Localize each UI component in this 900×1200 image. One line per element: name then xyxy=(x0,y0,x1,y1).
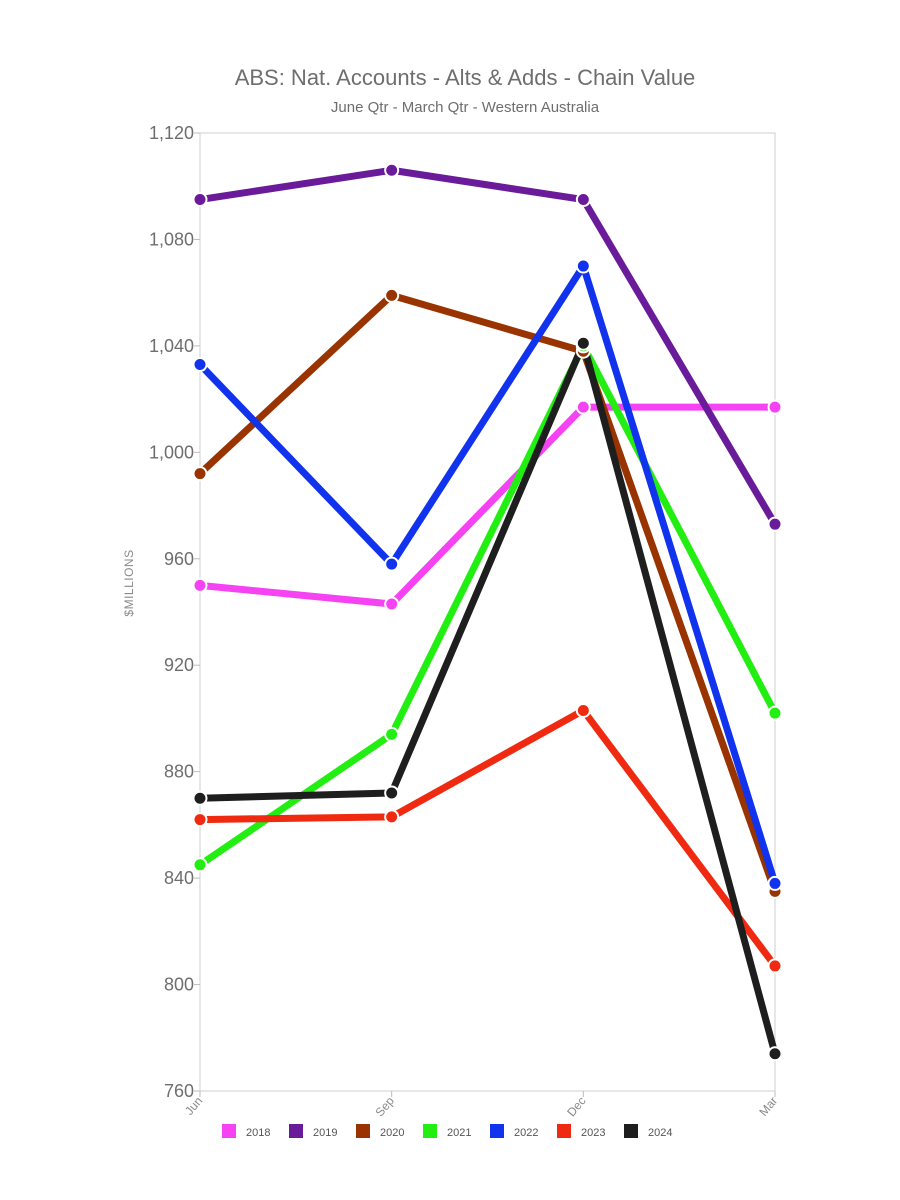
legend: 2018 2019 2020 2021 2022 2023 2024 xyxy=(222,1124,672,1139)
legend-item-2018[interactable]: 2018 xyxy=(222,1124,270,1139)
data-point-2023-Sep xyxy=(384,809,400,825)
data-point-2020-Jun xyxy=(192,466,208,482)
data-point-2024-Sep xyxy=(384,785,400,801)
data-point-2018-Jun xyxy=(192,577,208,593)
x-tick-label: Mar xyxy=(756,1094,780,1119)
series-lines xyxy=(196,166,779,1058)
data-point-2018-Mar xyxy=(767,399,783,415)
series-line-2021 xyxy=(196,342,779,869)
plot-area xyxy=(199,132,776,1092)
legend-label: 2018 xyxy=(246,1127,270,1139)
y-tick-label: 920 xyxy=(164,655,194,675)
x-tick-label: Sep xyxy=(373,1094,398,1120)
series-points xyxy=(192,162,783,1062)
data-point-2024-Mar xyxy=(767,1046,783,1062)
y-tick-label: 880 xyxy=(164,762,194,782)
legend-label: 2019 xyxy=(313,1127,337,1139)
series-line-2024 xyxy=(196,339,779,1058)
y-tick-label: 840 xyxy=(164,868,194,888)
y-axis-label: $MILLIONS xyxy=(122,549,136,616)
data-point-2020-Sep xyxy=(384,287,400,303)
legend-swatch xyxy=(222,1124,236,1138)
y-tick-label: 1,120 xyxy=(149,123,194,143)
legend-label: 2023 xyxy=(581,1127,605,1139)
data-point-2024-Dec xyxy=(575,335,591,351)
data-point-2022-Dec xyxy=(575,258,591,274)
series-line-2022 xyxy=(196,262,779,887)
y-tick-label: 800 xyxy=(164,975,194,995)
data-point-2022-Sep xyxy=(384,556,400,572)
series-line-2018 xyxy=(196,403,779,608)
data-point-2021-Jun xyxy=(192,857,208,873)
legend-label: 2024 xyxy=(648,1127,672,1139)
data-point-2019-Jun xyxy=(192,192,208,208)
data-point-2021-Sep xyxy=(384,726,400,742)
y-tick-label: 760 xyxy=(164,1081,194,1101)
series-line-2020 xyxy=(196,291,779,895)
y-axis: 760 800 840 880 920 960 1,000 1,040 1,080 1,120 xyxy=(149,123,200,1101)
data-point-2019-Mar xyxy=(767,516,783,532)
legend-item-2019[interactable]: 2019 xyxy=(289,1124,337,1139)
legend-item-2023[interactable]: 2023 xyxy=(557,1124,605,1139)
y-tick-label: 1,080 xyxy=(149,229,194,249)
legend-label: 2022 xyxy=(514,1127,538,1139)
legend-item-2024[interactable]: 2024 xyxy=(624,1124,672,1139)
data-point-2018-Sep xyxy=(384,596,400,612)
legend-item-2022[interactable]: 2022 xyxy=(490,1124,538,1139)
y-tick-label: 1,040 xyxy=(149,336,194,356)
legend-label: 2020 xyxy=(380,1127,404,1139)
data-point-2023-Jun xyxy=(192,812,208,828)
legend-swatch xyxy=(423,1124,437,1138)
data-point-2021-Mar xyxy=(767,705,783,721)
data-point-2022-Jun xyxy=(192,357,208,373)
y-tick-label: 1,000 xyxy=(149,442,194,462)
legend-item-2020[interactable]: 2020 xyxy=(356,1124,404,1139)
data-point-2023-Mar xyxy=(767,958,783,974)
series-line-2019 xyxy=(196,166,779,528)
legend-swatch xyxy=(557,1124,571,1138)
chart-title: ABS: Nat. Accounts - Alts & Adds - Chain… xyxy=(235,65,696,90)
data-point-2018-Dec xyxy=(575,399,591,415)
data-point-2024-Jun xyxy=(192,790,208,806)
legend-swatch xyxy=(490,1124,504,1138)
legend-item-2021[interactable]: 2021 xyxy=(423,1124,471,1139)
legend-swatch xyxy=(624,1124,638,1138)
legend-label: 2021 xyxy=(447,1127,471,1139)
data-point-2023-Dec xyxy=(575,702,591,718)
x-axis: Jun Sep Dec Mar xyxy=(182,1091,780,1119)
y-tick-label: 960 xyxy=(164,549,194,569)
legend-swatch xyxy=(356,1124,370,1138)
series-line-2023 xyxy=(196,706,779,970)
data-point-2022-Mar xyxy=(767,875,783,891)
data-point-2019-Sep xyxy=(384,162,400,178)
x-tick-label: Dec xyxy=(564,1094,588,1119)
chart-subtitle: June Qtr - March Qtr - Western Australia xyxy=(331,99,600,116)
data-point-2019-Dec xyxy=(575,192,591,208)
legend-swatch xyxy=(289,1124,303,1138)
